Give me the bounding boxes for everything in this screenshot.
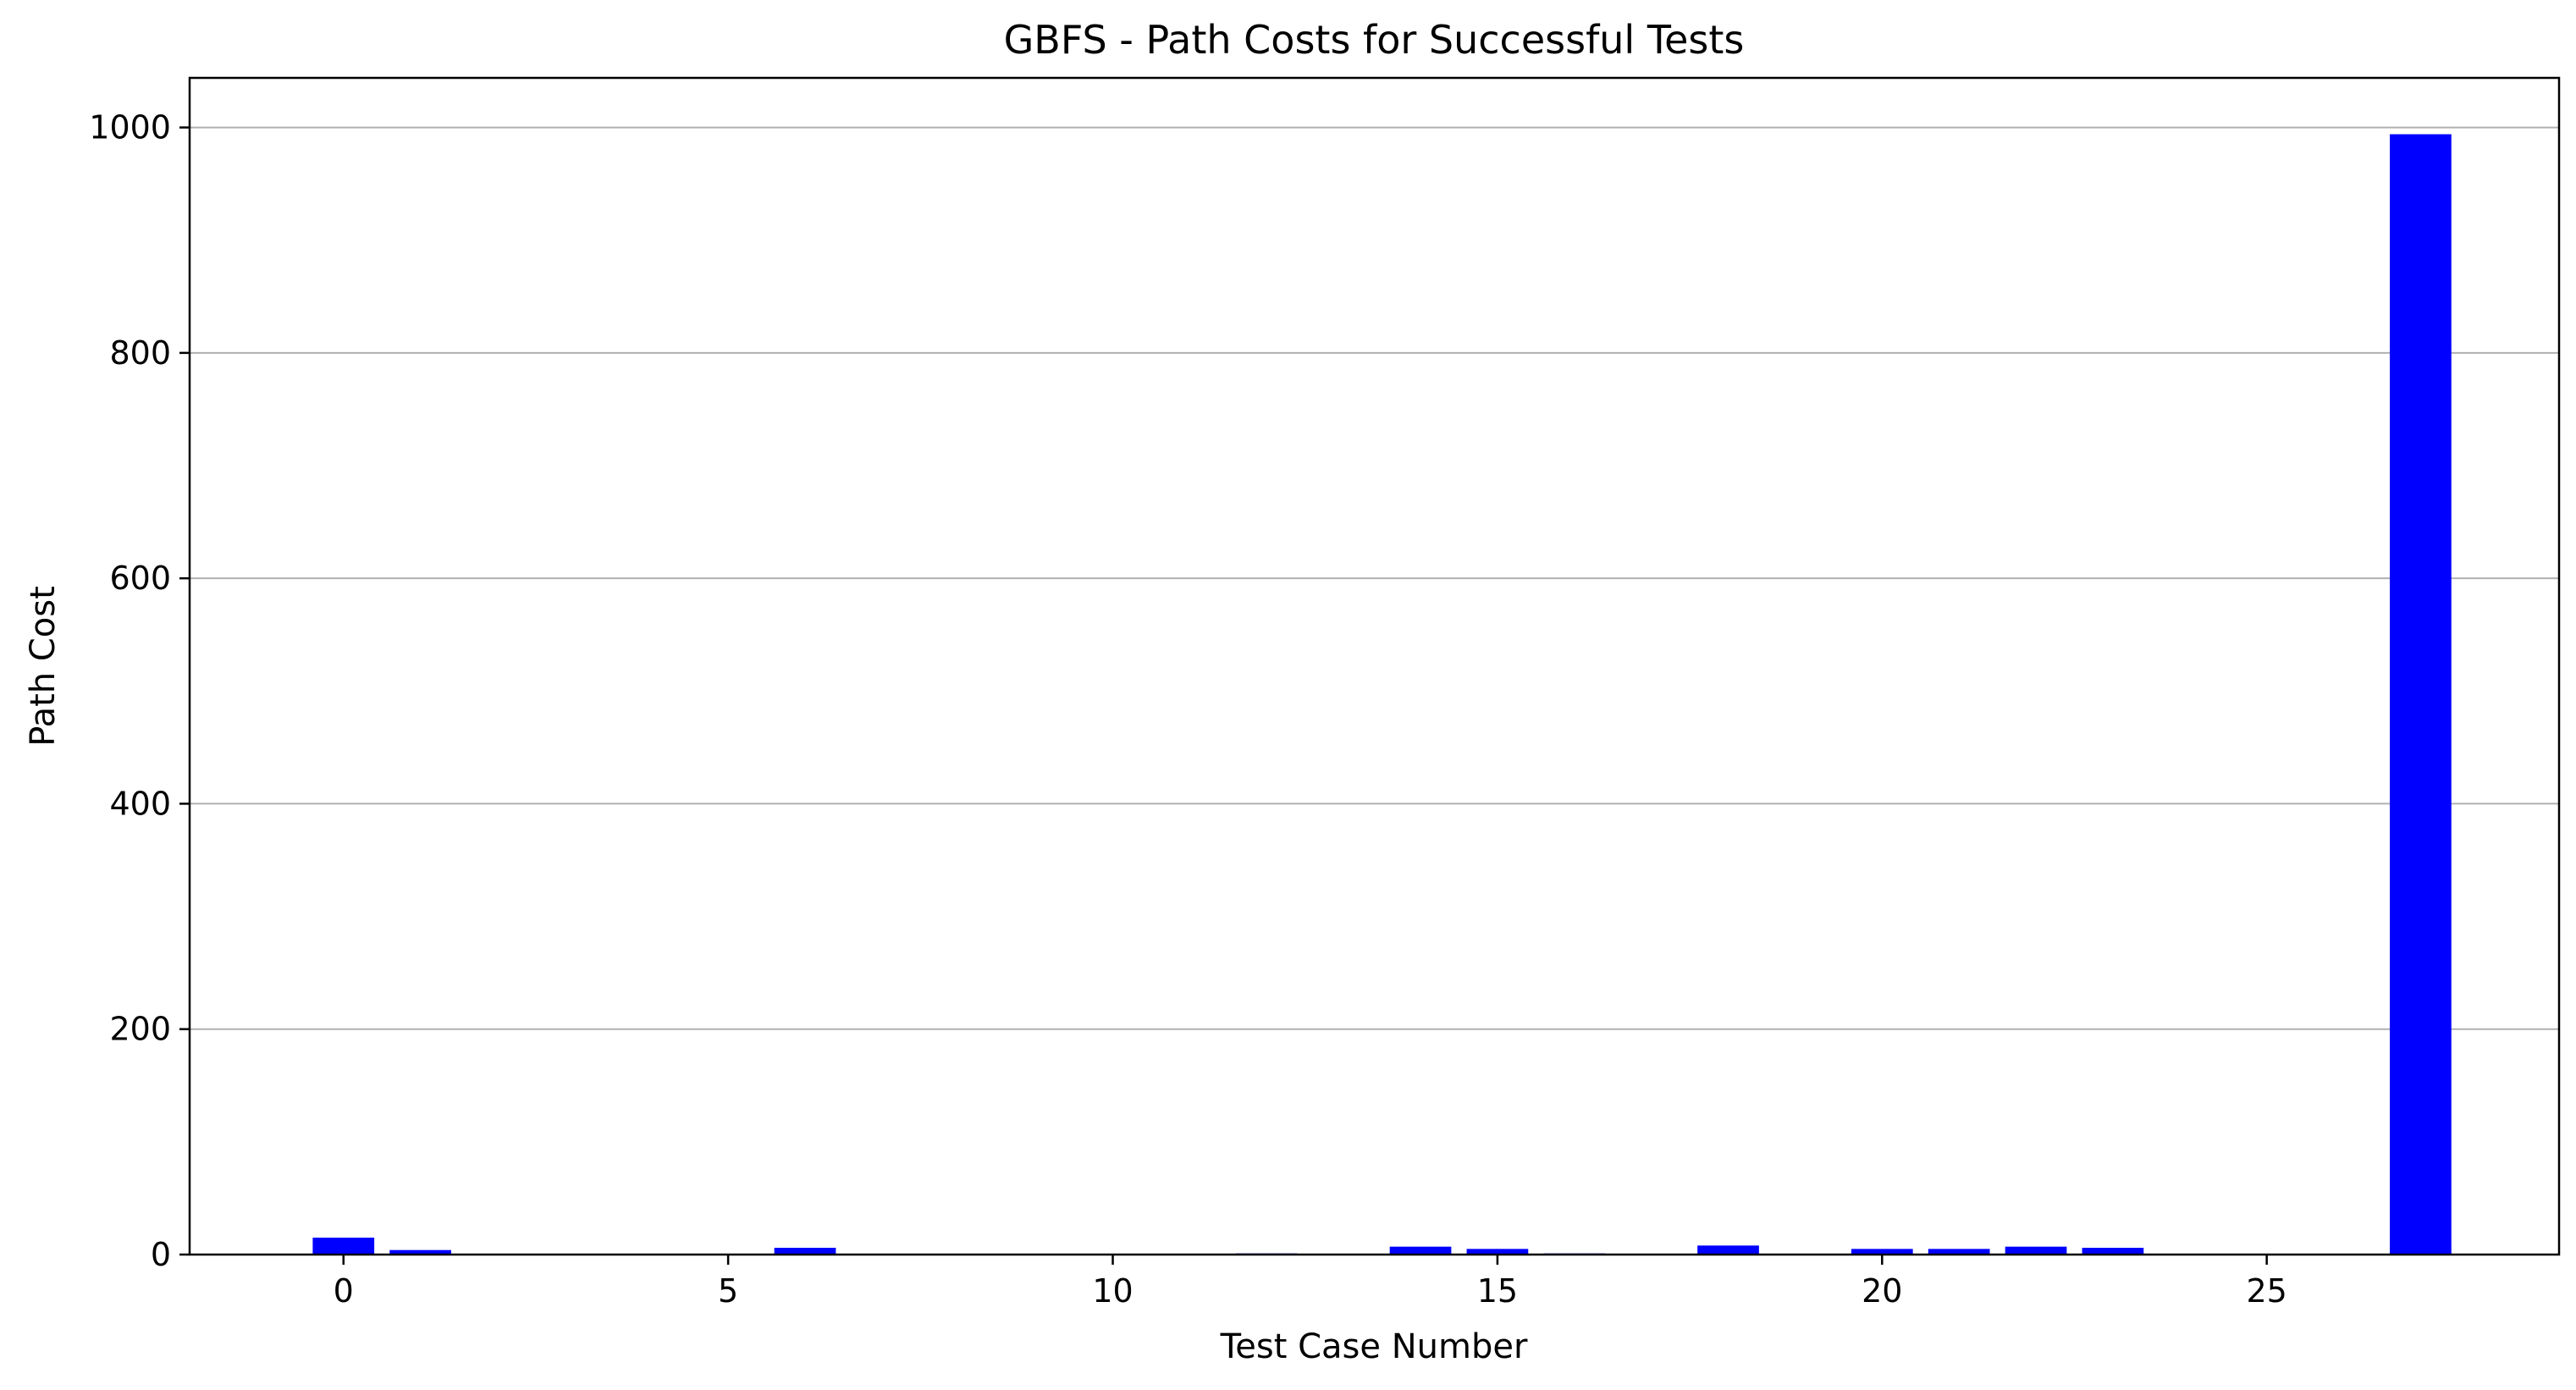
y-axis-label: Path Cost [24,586,63,747]
x-tick-label: 5 [718,1272,738,1310]
bars [312,134,2452,1255]
x-tick-label: 10 [1092,1272,1133,1310]
y-tick-label: 600 [109,560,171,597]
y-tick-label: 400 [109,785,171,822]
bar-test-case-18 [1697,1245,1759,1255]
bar-test-case-20 [1851,1249,1913,1255]
x-tick-label: 0 [334,1272,354,1310]
bar-test-case-27 [2390,134,2452,1255]
y-tick-label: 1000 [89,109,171,146]
plot-frame [188,76,2561,1256]
bar-test-case-21 [1928,1249,1990,1255]
x-axis-label: Test Case Number [1220,1327,1528,1366]
axis-ticks: 0 200 400 600 800 1000 0 5 10 15 20 25 [89,109,2287,1310]
x-tick-label: 25 [2246,1272,2286,1310]
y-tick-label: 200 [109,1011,171,1048]
bar-test-case-22 [2005,1246,2067,1255]
bar-test-case-15 [1466,1249,1529,1255]
bar-test-case-1 [389,1249,451,1255]
x-tick-label: 20 [1862,1272,1902,1310]
bar-test-case-14 [1389,1246,1452,1255]
chart-title: GBFS - Path Costs for Successful Tests [1004,17,1745,63]
bar-test-case-23 [2082,1248,2144,1255]
x-tick-label: 15 [1477,1272,1518,1310]
y-tick-label: 0 [151,1236,171,1273]
bar-test-case-0 [312,1238,375,1255]
bar-test-case-6 [774,1248,836,1255]
y-tick-label: 800 [109,334,171,372]
